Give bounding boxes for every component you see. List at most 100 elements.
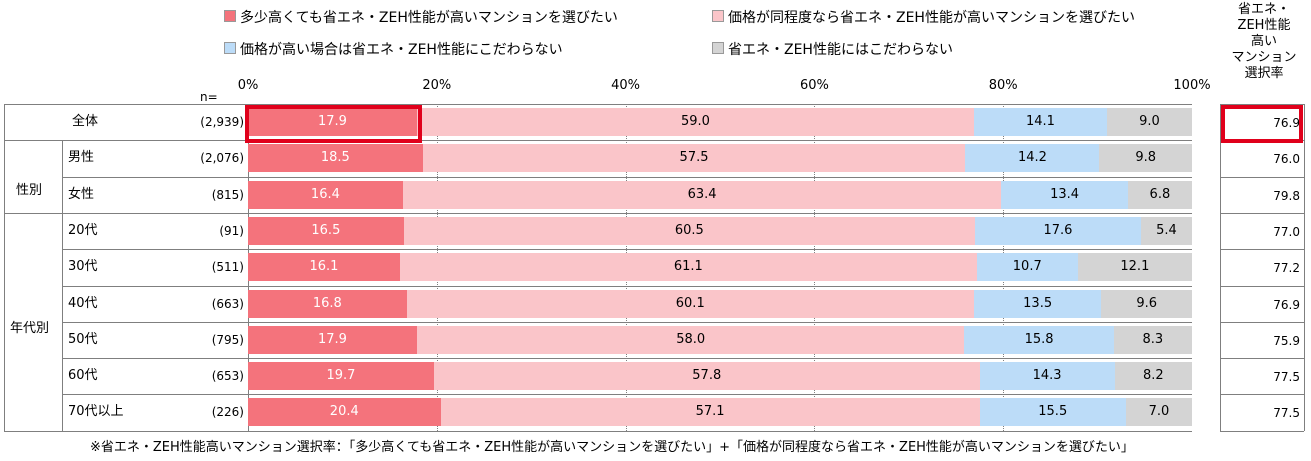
row-label: 30代 (68, 259, 98, 275)
bar-segment: 14.1 (973, 108, 1108, 136)
bar-segment: 16.8 (248, 289, 407, 318)
bar-segment: 16.4 (248, 180, 403, 209)
row-divider (62, 249, 1192, 251)
footnote: ※省エネ・ZEH性能高いマンション選択率：「多少高くても省エネ・ZEH性能が高い… (90, 440, 1134, 455)
rate-header-line: ZEH性能 (1237, 18, 1291, 33)
bar-segment: 16.1 (248, 253, 400, 282)
row-divider (1220, 104, 1304, 105)
legend-swatch-2 (712, 10, 724, 22)
rate-header-line: 選択率 (1244, 66, 1284, 81)
column-divider (62, 140, 63, 431)
rate-header-line: マンション (1231, 50, 1297, 65)
row-divider (4, 430, 1192, 432)
bar-segment: 57.1 (440, 398, 980, 427)
row-divider (1220, 212, 1304, 214)
row-label: 50代 (68, 331, 98, 347)
row-n-value: (653) (211, 369, 244, 384)
rate-value: 77.2 (1273, 261, 1300, 276)
column-divider (1220, 104, 1221, 431)
x-tick-label: 20% (422, 78, 452, 93)
rate-value: 76.0 (1273, 152, 1300, 167)
bar-segment: 6.8 (1127, 180, 1192, 209)
rate-value: 77.0 (1273, 224, 1300, 239)
legend-swatch-4 (712, 42, 724, 54)
legend-label-2: 価格が同程度なら省エネ・ZEH性能が高いマンションを選びたい (728, 10, 1135, 26)
bar-segment: 59.0 (416, 108, 974, 136)
legend-label-1: 多少高くても省エネ・ZEH性能が高いマンションを選びたい (240, 10, 618, 26)
rate-header-line: 省エネ・ (1237, 2, 1290, 17)
legend-item-1: 多少高くても省エネ・ZEH性能が高いマンションを選びたい (224, 8, 618, 28)
bar-segment: 57.8 (433, 362, 980, 391)
row-divider (1220, 394, 1304, 396)
row-label: 70代以上 (68, 404, 124, 420)
rate-header-line: 高い (1250, 34, 1277, 49)
x-tick-label: 0% (237, 78, 259, 93)
legend-label-4: 省エネ・ZEH性能にはこだわらない (728, 42, 953, 58)
bar-segment: 14.2 (965, 144, 1100, 173)
legend-item-3: 価格が高い場合は省エネ・ZEH性能にこだわらない (224, 40, 563, 60)
row-divider (4, 104, 1192, 105)
row-divider (1220, 358, 1304, 360)
bar-segment: 9.0 (1107, 108, 1192, 136)
bar-segment: 8.3 (1113, 325, 1192, 354)
bar-segment: 5.4 (1141, 216, 1192, 245)
row-n-value: (511) (211, 260, 244, 275)
bar-segment: 9.6 (1101, 289, 1192, 318)
row-label: 40代 (68, 295, 98, 311)
row-label: 女性 (68, 186, 95, 202)
row-divider (1220, 249, 1304, 251)
row-n-value: (663) (211, 296, 244, 311)
bar-segment: 13.5 (973, 289, 1102, 318)
rate-value: 77.5 (1273, 370, 1300, 385)
row-n-value: (2,076) (200, 151, 244, 166)
x-tick-label: 60% (799, 78, 829, 93)
group-label-age: 年代別 (10, 321, 50, 336)
row-divider (4, 212, 1192, 214)
row-label: 60代 (68, 368, 98, 384)
row-divider (1220, 321, 1304, 323)
legend-swatch-3 (224, 42, 236, 54)
row-divider (1220, 430, 1304, 432)
bar-segment: 17.9 (248, 325, 417, 354)
rate-value: 77.5 (1273, 406, 1300, 421)
row-divider (62, 358, 1192, 360)
row-divider (1220, 176, 1304, 178)
n-label: n= (200, 90, 218, 104)
bar-segment: 20.4 (248, 398, 441, 427)
rate-value: 79.8 (1273, 188, 1300, 203)
x-tick-label: 80% (988, 78, 1018, 93)
bar-segment: 14.3 (979, 362, 1115, 391)
row-label: 男性 (68, 150, 95, 166)
bar-segment: 60.1 (406, 289, 974, 318)
bar-segment: 61.1 (399, 253, 977, 282)
bar-segment: 9.8 (1099, 144, 1192, 173)
row-label: 全体 (72, 114, 99, 129)
row-divider (4, 140, 1192, 142)
bar-segment: 15.5 (979, 398, 1126, 427)
bar-segment: 60.5 (403, 216, 975, 245)
bar-segment: 17.9 (248, 108, 417, 136)
row-n-value: (2,939) (200, 115, 244, 129)
column-divider (1304, 104, 1305, 431)
row-divider (62, 176, 1192, 178)
legend-label-3: 価格が高い場合は省エネ・ZEH性能にこだわらない (240, 42, 563, 58)
row-divider (62, 394, 1192, 396)
bar-segment: 58.0 (416, 325, 965, 354)
row-divider (62, 321, 1192, 323)
highlight-box-overall-first (245, 105, 422, 143)
bar-segment: 15.8 (964, 325, 1114, 354)
x-tick-label: 100% (1173, 78, 1211, 93)
row-divider (62, 285, 1192, 287)
row-divider (1220, 285, 1304, 287)
row-n-value: (795) (211, 332, 244, 347)
legend-item-2: 価格が同程度なら省エネ・ZEH性能が高いマンションを選びたい (712, 8, 1135, 28)
bar-segment: 16.5 (248, 216, 404, 245)
bar-segment: 17.6 (974, 216, 1142, 245)
row-n-value: (815) (211, 187, 244, 202)
group-label-gender: 性別 (16, 183, 43, 198)
row-label: 20代 (68, 222, 98, 238)
row-n-value: (91) (219, 223, 244, 238)
rate-value: 76.9 (1273, 297, 1300, 312)
bar-segment: 7.0 (1125, 398, 1192, 427)
bar-segment: 63.4 (402, 180, 1002, 209)
